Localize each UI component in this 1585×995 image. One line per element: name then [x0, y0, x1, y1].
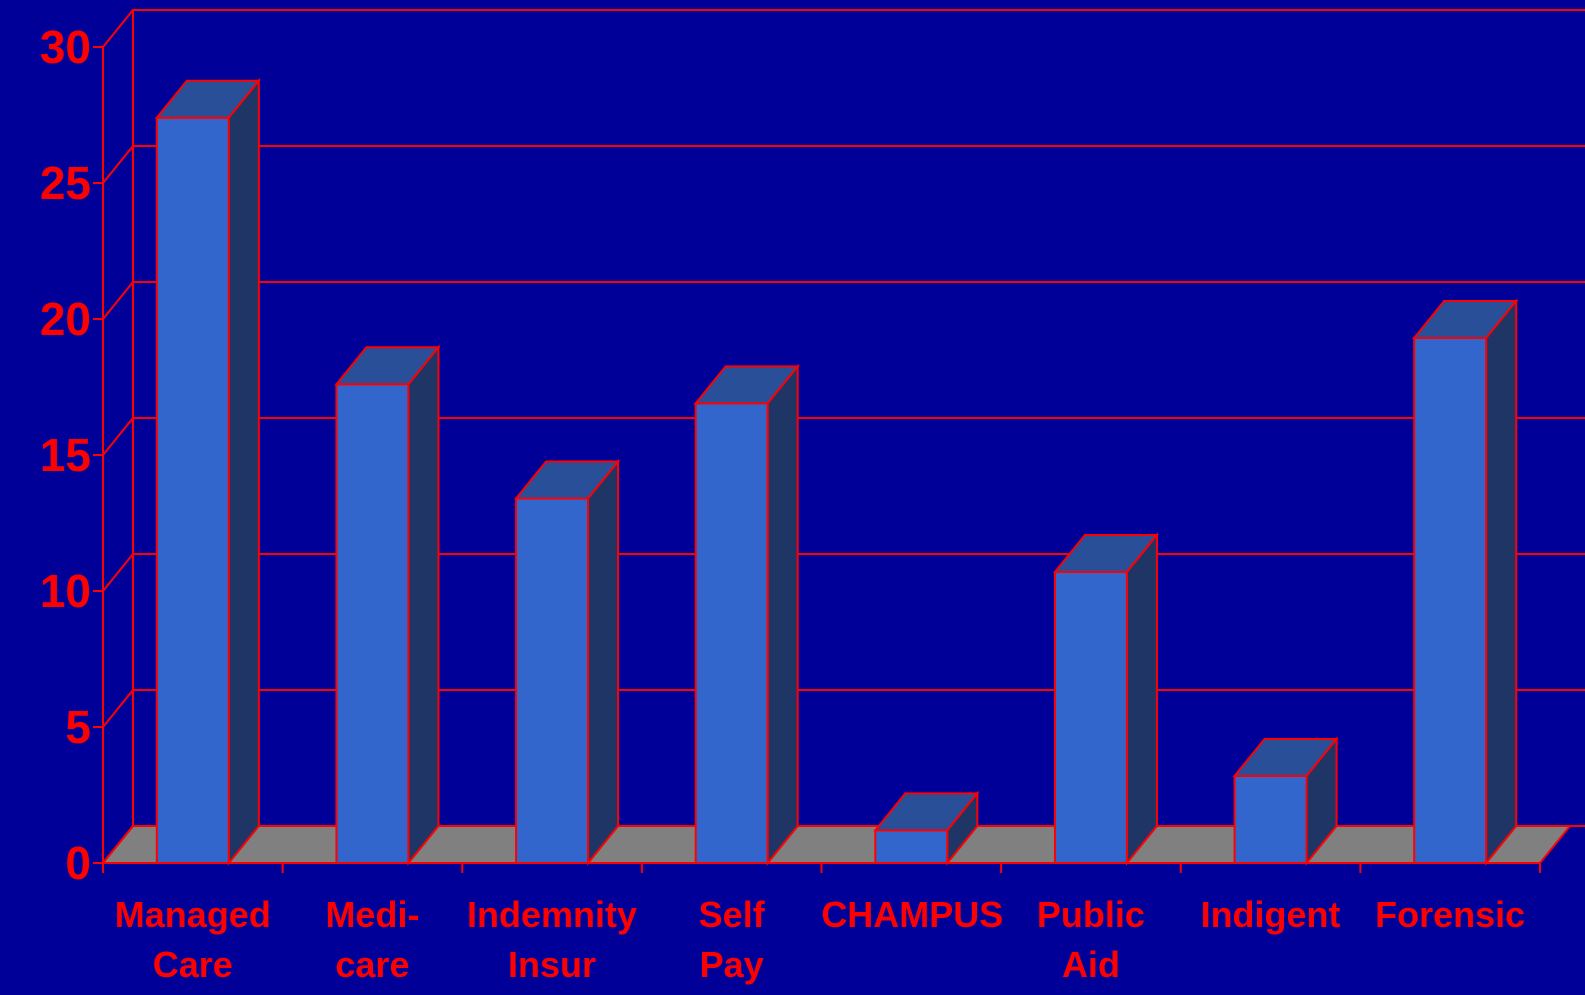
- y-tick-label: 10: [40, 565, 91, 617]
- bar: [154, 77, 261, 866]
- grid-line: [102, 553, 134, 592]
- y-tick-label: 0: [65, 837, 91, 889]
- bar-front: [694, 402, 769, 864]
- x-tick-label: CHAMPUS: [821, 894, 1004, 935]
- grid-line: [102, 9, 134, 48]
- bar-side: [1125, 532, 1158, 866]
- grid-line: [102, 689, 134, 728]
- x-tick-label: Forensic: [1375, 894, 1526, 935]
- grid-line: [102, 145, 134, 184]
- bar: [1412, 298, 1519, 866]
- bar-side: [407, 344, 440, 866]
- y-tick-label: 30: [40, 21, 91, 73]
- bar-side: [227, 77, 260, 866]
- grid-line: [102, 417, 134, 456]
- grid-line: [102, 281, 134, 320]
- bar-front: [155, 116, 230, 864]
- x-tick-label: Managed Care: [114, 894, 271, 985]
- x-tick-label: Self Pay: [698, 894, 765, 985]
- y-tick-label: 20: [40, 293, 91, 345]
- bar: [513, 458, 621, 866]
- bar-side: [1485, 298, 1518, 866]
- bar: [1052, 532, 1160, 866]
- x-tick-label: Public Aid: [1036, 894, 1145, 985]
- bar-side: [1305, 736, 1338, 866]
- bar: [1232, 736, 1339, 866]
- bar-side: [766, 363, 799, 866]
- bar: [693, 363, 800, 866]
- y-tick-label: 15: [40, 429, 91, 481]
- y-tick-label: 25: [40, 157, 91, 209]
- bar-front: [874, 829, 949, 864]
- bar-side: [587, 458, 620, 866]
- floor: [100, 825, 1573, 864]
- x-tick-label: Indigent: [1200, 894, 1341, 935]
- bar: [334, 344, 441, 866]
- bar-front: [1413, 337, 1488, 864]
- bar-front: [1233, 774, 1308, 864]
- y-tick-label: 5: [65, 701, 91, 753]
- x-tick-label: Medi- care: [325, 894, 420, 985]
- grid-line: [102, 825, 134, 864]
- bar-front: [1053, 570, 1128, 864]
- bar-front: [335, 383, 410, 864]
- x-tick-label: Indemnity Insur: [467, 894, 638, 985]
- bar-front: [515, 497, 590, 864]
- bar-side: [946, 790, 979, 866]
- bar: [873, 790, 980, 866]
